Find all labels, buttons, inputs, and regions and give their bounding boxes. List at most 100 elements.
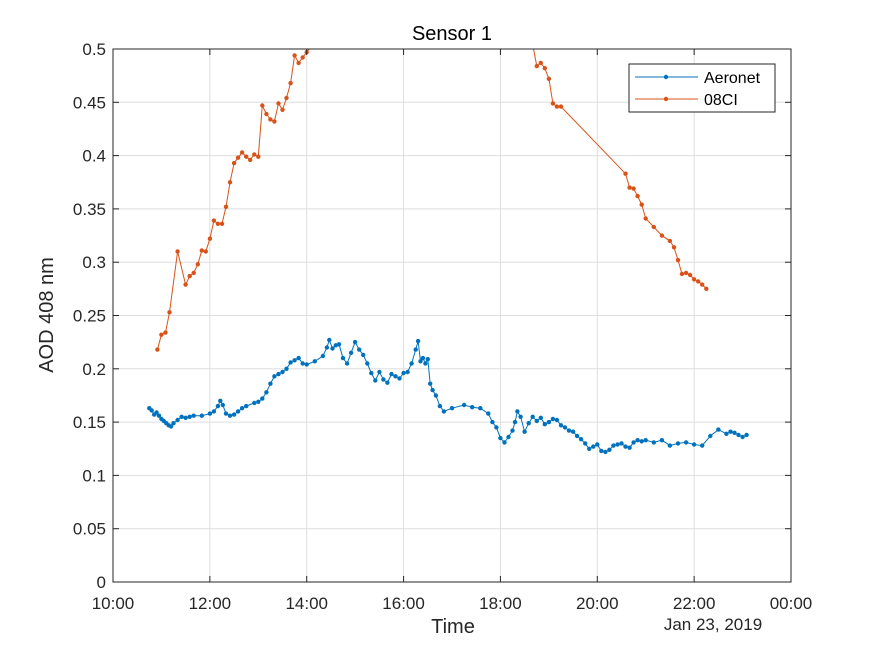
data-point-aeronet [744, 432, 749, 438]
data-point-aeronet [603, 449, 608, 455]
data-point-aeronet [235, 409, 241, 414]
data-point-aeronet [415, 338, 421, 344]
data-point-aeronet [423, 361, 428, 366]
data-point-08ci [244, 154, 249, 159]
data-point-aeronet [486, 411, 491, 416]
data-point-08ci [235, 155, 241, 160]
data-point-aeronet [732, 430, 737, 435]
data-point-aeronet [215, 403, 221, 409]
data-point-08ci [631, 186, 636, 191]
x-tick-label: 10:00 [92, 594, 135, 613]
data-point-aeronet [631, 440, 636, 445]
legend-marker-08ci [663, 96, 669, 102]
data-point-08ci [675, 257, 681, 263]
data-point-aeronet [566, 428, 572, 433]
data-point-aeronet [330, 346, 335, 351]
data-point-aeronet [268, 381, 273, 386]
data-point-08ci [191, 270, 196, 276]
data-point-aeronet [292, 358, 297, 363]
data-point-aeronet [550, 416, 556, 422]
data-point-08ci [199, 248, 204, 253]
data-point-aeronet [667, 443, 673, 448]
data-point-aeronet [409, 361, 414, 366]
legend-marker-aeronet [663, 74, 669, 80]
data-point-aeronet [284, 366, 289, 371]
data-point-aeronet [619, 441, 624, 446]
x-tick-label: 14:00 [285, 594, 328, 613]
data-point-08ci [187, 273, 192, 279]
data-point-08ci [288, 80, 293, 86]
data-point-aeronet [344, 361, 350, 366]
data-point-aeronet [542, 422, 547, 427]
data-point-aeronet [615, 442, 620, 447]
data-point-aeronet [558, 423, 564, 428]
data-point-aeronet [324, 345, 330, 350]
data-point-aeronet [651, 440, 656, 445]
data-point-08ci [183, 282, 188, 287]
data-point-08ci [256, 154, 261, 159]
data-point-aeronet [498, 435, 503, 441]
data-point-08ci [215, 221, 221, 226]
data-point-aeronet [401, 370, 406, 376]
data-point-aeronet [389, 371, 394, 377]
data-point-aeronet [264, 390, 269, 395]
data-point-aeronet [239, 406, 245, 411]
data-point-aeronet [418, 359, 423, 364]
y-tick-label: 0.4 [82, 147, 106, 166]
data-point-aeronet [708, 433, 713, 439]
data-point-08ci [264, 111, 269, 117]
data-point-08ci [691, 277, 697, 282]
data-point-aeronet [191, 413, 196, 418]
data-point-aeronet [623, 444, 628, 449]
data-point-aeronet [675, 441, 681, 446]
data-point-08ci [643, 216, 648, 221]
data-point-aeronet [607, 447, 612, 452]
data-point-aeronet [149, 408, 154, 413]
y-tick-label: 0.45 [73, 93, 106, 112]
data-point-aeronet [490, 419, 495, 425]
data-point-08ci [554, 104, 560, 109]
x-tick-label: 12:00 [189, 594, 232, 613]
data-point-08ci [248, 157, 253, 163]
data-point-aeronet [357, 347, 362, 352]
data-point-aeronet [578, 437, 584, 442]
data-point-aeronet [231, 412, 237, 417]
data-point-aeronet [506, 434, 511, 440]
data-point-aeronet [526, 421, 531, 426]
data-point-aeronet [211, 409, 217, 414]
data-point-08ci [284, 95, 289, 101]
data-point-aeronet [199, 413, 204, 418]
x-tick-label: 00:00 [770, 594, 813, 613]
data-point-08ci [296, 60, 301, 66]
data-point-aeronet [595, 442, 600, 447]
data-point-aeronet [288, 360, 293, 365]
data-point-08ci [696, 279, 701, 284]
data-point-aeronet [156, 413, 162, 418]
data-point-aeronet [420, 355, 426, 361]
data-point-aeronet [369, 370, 374, 376]
data-point-aeronet [220, 402, 225, 408]
legend-box [628, 63, 776, 113]
data-point-aeronet [304, 362, 309, 367]
y-axis-title: AOD 408 nm [36, 257, 58, 373]
data-point-08ci [280, 107, 285, 113]
data-point-08ci [207, 236, 213, 241]
y-tick-label: 0.35 [73, 200, 106, 219]
data-point-aeronet [728, 429, 733, 434]
y-tick-label: 0.25 [73, 307, 106, 326]
data-point-aeronet [554, 417, 560, 423]
data-point-aeronet [635, 438, 640, 443]
data-point-aeronet [691, 442, 697, 447]
data-point-aeronet [300, 361, 305, 366]
data-point-aeronet [373, 378, 378, 383]
data-point-aeronet [428, 381, 433, 386]
data-point-aeronet [179, 414, 184, 419]
data-point-aeronet [470, 405, 475, 410]
data-point-aeronet [643, 438, 648, 443]
data-point-aeronet [340, 355, 346, 361]
data-point-aeronet [534, 418, 539, 424]
data-point-aeronet [397, 376, 402, 381]
data-point-08ci [534, 63, 539, 69]
data-point-aeronet [430, 387, 435, 393]
data-point-aeronet [546, 419, 552, 425]
